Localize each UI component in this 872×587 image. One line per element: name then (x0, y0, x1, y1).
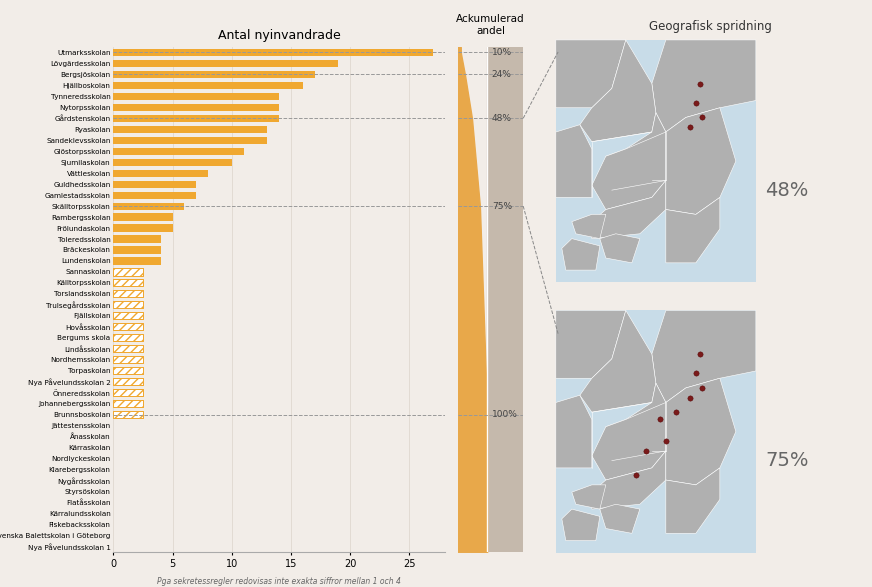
Polygon shape (562, 509, 600, 541)
Bar (113, 334, 143, 342)
Bar (113, 312, 143, 319)
Bar (113, 148, 243, 155)
Polygon shape (555, 311, 626, 378)
Bar (113, 323, 143, 330)
Bar (113, 301, 143, 308)
Polygon shape (606, 383, 666, 461)
Bar (113, 301, 143, 308)
Bar (113, 268, 143, 275)
Polygon shape (592, 403, 666, 480)
Bar (113, 181, 196, 188)
Bar (113, 203, 184, 210)
Bar (113, 158, 232, 166)
Text: Geografisk spridning: Geografisk spridning (650, 20, 772, 33)
Polygon shape (592, 180, 666, 238)
Polygon shape (606, 113, 666, 190)
Bar (113, 389, 143, 396)
Bar (113, 268, 143, 275)
Bar (113, 345, 143, 352)
Polygon shape (592, 132, 666, 210)
Bar (113, 400, 143, 407)
Polygon shape (652, 40, 756, 132)
Text: 24%: 24% (492, 70, 512, 79)
Bar (113, 389, 143, 396)
Bar (113, 114, 279, 122)
Polygon shape (592, 451, 666, 509)
Text: 75%: 75% (492, 201, 512, 211)
Bar (113, 334, 143, 342)
Bar (555, 311, 756, 553)
Bar (113, 378, 143, 385)
Text: 75%: 75% (766, 451, 809, 470)
Bar (113, 312, 143, 319)
Polygon shape (572, 485, 606, 509)
Bar (113, 356, 143, 363)
Polygon shape (666, 468, 720, 534)
Bar (113, 257, 160, 265)
Bar (113, 411, 143, 418)
Bar (113, 224, 173, 232)
Bar (113, 71, 315, 78)
Bar (113, 235, 160, 242)
Text: 48%: 48% (492, 114, 512, 123)
Bar (113, 400, 143, 407)
Bar (113, 214, 173, 221)
Bar (113, 60, 338, 67)
Polygon shape (555, 395, 592, 468)
Bar (113, 291, 143, 298)
Bar (113, 137, 267, 144)
Title: Antal nyinvandrade: Antal nyinvandrade (218, 29, 340, 42)
Bar (113, 93, 279, 100)
Bar (113, 345, 143, 352)
Polygon shape (572, 214, 606, 238)
Polygon shape (666, 378, 736, 485)
Polygon shape (666, 197, 720, 263)
Bar (113, 279, 143, 286)
Bar (555, 40, 756, 282)
Text: 10%: 10% (492, 48, 512, 57)
Bar (113, 378, 143, 385)
Polygon shape (600, 234, 640, 263)
Polygon shape (666, 108, 736, 214)
Bar (113, 279, 143, 286)
Bar (113, 411, 143, 418)
Polygon shape (580, 311, 656, 412)
Bar (113, 49, 433, 56)
Text: Pga sekretessregler redovisas inte exakta siffror mellan 1 och 4: Pga sekretessregler redovisas inte exakt… (157, 577, 401, 586)
Bar (113, 356, 143, 363)
Bar (113, 291, 143, 298)
Bar (113, 367, 143, 375)
Polygon shape (555, 124, 592, 197)
Polygon shape (562, 238, 600, 270)
Bar (113, 126, 267, 133)
Bar (113, 323, 143, 330)
Polygon shape (652, 311, 756, 403)
Polygon shape (580, 40, 656, 141)
Bar (487, 47, 523, 552)
Bar (113, 170, 208, 177)
Polygon shape (600, 504, 640, 534)
Bar (113, 191, 196, 198)
Bar (113, 104, 279, 111)
Polygon shape (555, 40, 626, 108)
Text: 48%: 48% (766, 181, 809, 200)
Bar (113, 367, 143, 375)
Bar (113, 247, 160, 254)
Bar (113, 82, 303, 89)
Text: Ackumulerad
andel: Ackumulerad andel (456, 15, 525, 36)
Text: 100%: 100% (492, 410, 518, 419)
